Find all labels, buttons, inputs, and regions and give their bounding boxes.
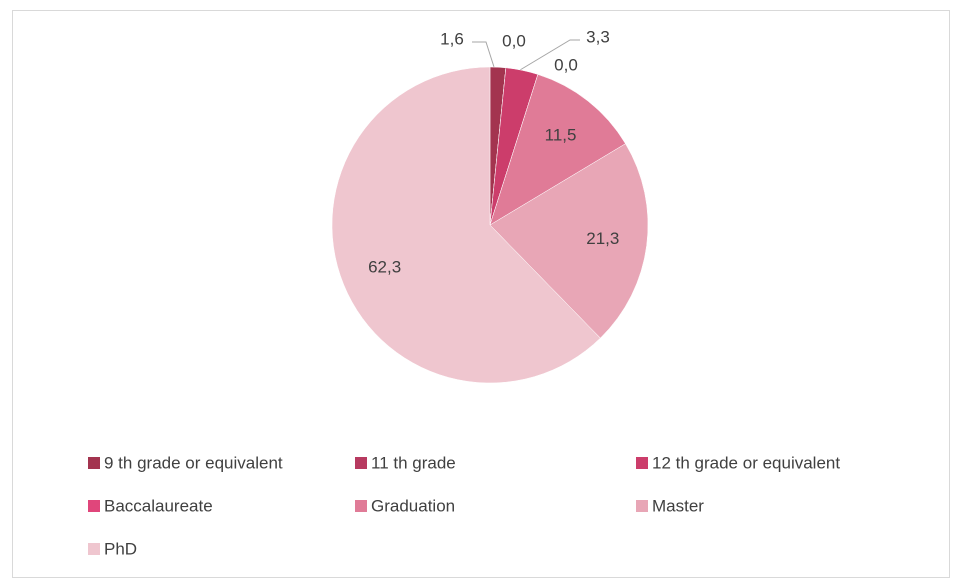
data-label: 1,6 [440,29,464,48]
legend-swatch [88,457,100,469]
legend-label: 11 th grade [371,453,456,472]
legend-label: PhD [104,539,137,558]
legend-label: 9 th grade or equivalent [104,453,283,472]
pie-slice [331,66,601,384]
leader-line [519,39,580,71]
legend-swatch [88,500,100,512]
legend-label: Baccalaureate [104,496,213,515]
pie-slice [489,74,626,226]
data-label: 3,3 [586,27,610,46]
data-label: 62,3 [368,257,401,276]
data-label: 11,5 [545,125,577,144]
legend-label: Master [652,496,704,515]
legend-swatch [636,500,648,512]
legend-swatch [636,457,648,469]
leader-line [472,41,495,68]
legend-label: 12 th grade or equivalent [652,453,840,472]
leader-lines [472,39,580,71]
legend-swatch [355,457,367,469]
data-label: 21,3 [586,229,619,248]
legend-swatch [88,543,100,555]
legend-swatch [355,500,367,512]
data-label: 0,0 [502,31,526,50]
legend-label: Graduation [371,496,455,515]
pie-slice [489,143,649,339]
data-label: 0,0 [554,55,578,74]
